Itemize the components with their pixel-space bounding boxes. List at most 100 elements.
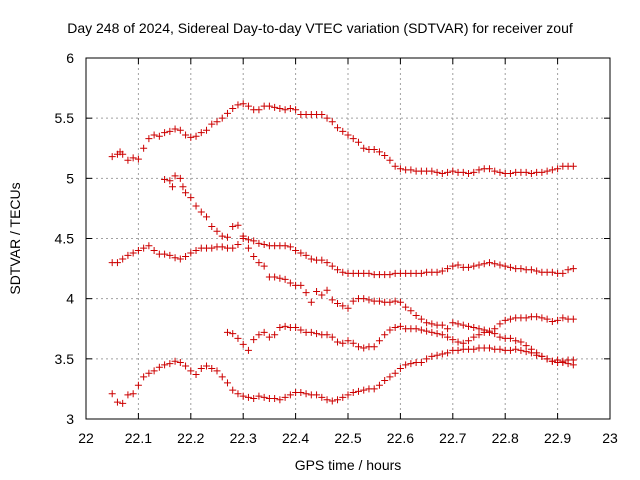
data-point [145,369,153,377]
axis-ticks: 22 22.1 22.2 22.3 22.4 22.5 22.6 22.7 22.8 22.9 23… [55,50,618,446]
data-point [485,165,493,173]
data-point [239,100,247,108]
data-point [150,247,158,255]
data-point [197,364,205,372]
data-point [297,389,305,397]
data-point [234,241,242,249]
data-point [166,177,174,185]
data-points [108,100,577,407]
data-point [176,126,184,134]
y-axis-label: SDTVAR / TECUs [7,182,23,294]
data-point [203,126,211,134]
data-point [391,324,399,332]
data-point [438,350,446,358]
x-tick-label: 22.5 [334,430,361,446]
data-point [145,135,153,143]
data-point [417,315,425,323]
data-point [140,144,148,152]
data-point [349,389,357,397]
data-point [323,286,331,294]
data-point [496,345,504,353]
data-point [239,340,247,348]
data-point [244,393,252,401]
data-point [538,168,546,176]
data-point [318,111,326,119]
data-point [501,262,509,270]
data-point [281,322,289,330]
series-3 [161,172,577,369]
data-point [527,349,535,357]
data-point [166,251,174,259]
data-point [323,259,331,267]
data-point [402,303,410,311]
data-point [522,348,530,356]
data-point [465,337,473,345]
data-point [229,330,237,338]
data-point [454,261,462,269]
data-point [302,251,310,259]
data-point [407,307,415,315]
x-tick-label: 22.4 [282,430,309,446]
data-point [145,242,153,250]
data-point [171,125,179,133]
data-point [218,114,226,122]
data-point [417,326,425,334]
data-point [496,261,504,269]
data-point [470,262,478,270]
data-point [470,333,478,341]
x-tick-label: 22.7 [439,430,466,446]
data-point [485,327,493,335]
data-point [449,336,457,344]
data-point [370,385,378,393]
data-point [223,109,231,117]
data-point [527,170,535,178]
data-point [203,362,211,370]
data-point [176,174,184,182]
data-point [134,247,142,255]
data-point [344,337,352,345]
data-point [444,349,452,357]
y-tick-label: 3.5 [55,351,75,367]
data-point [302,390,310,398]
data-point [423,319,431,327]
data-point [386,298,394,306]
y-tick-label: 5.5 [55,110,75,126]
data-point [297,249,305,257]
data-point [323,331,331,339]
data-point [533,267,541,275]
y-tick-label: 3 [66,411,74,427]
data-point [349,297,357,305]
data-point [548,166,556,174]
data-point [454,320,462,328]
data-point [433,351,441,359]
data-point [538,352,546,360]
data-point [470,345,478,353]
chart-title: Day 248 of 2024, Sidereal Day-to-day VTE… [67,20,573,36]
data-point [449,319,457,327]
data-point [517,338,525,346]
data-point [176,358,184,366]
data-point [276,324,284,332]
data-point [323,396,331,404]
data-point [192,132,200,140]
data-point [166,360,174,368]
data-point [465,322,473,330]
data-point [428,328,436,336]
data-point [339,393,347,401]
x-tick-label: 22.9 [544,430,571,446]
data-point [375,148,383,156]
data-point [496,333,504,341]
data-point [197,208,205,216]
x-tick-label: 22 [78,430,94,446]
data-point [313,287,321,295]
data-point [281,393,289,401]
data-point [470,168,478,176]
data-point [250,395,258,403]
data-point [506,346,514,354]
data-point [491,167,499,175]
data-point [265,102,273,110]
data-point [375,297,383,305]
data-point [161,250,169,258]
data-point [229,386,237,394]
x-tick-label: 23 [602,430,618,446]
